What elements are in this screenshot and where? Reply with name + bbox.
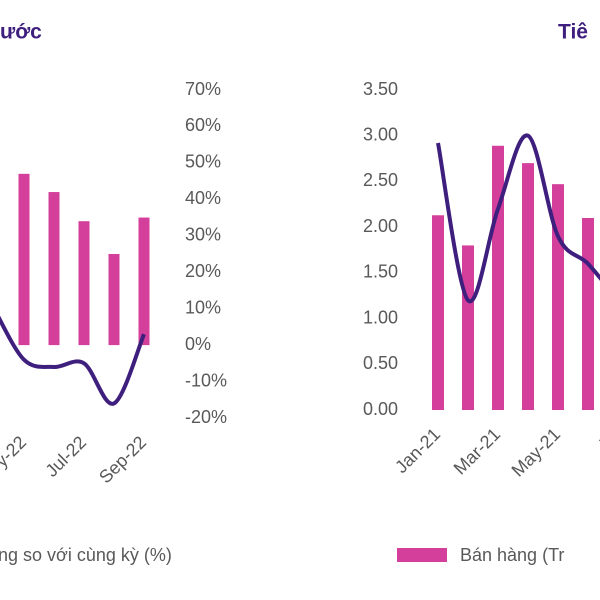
x-tick-label: Jul-22 bbox=[41, 432, 90, 481]
y-tick-label: 2.50 bbox=[363, 170, 398, 190]
bar bbox=[582, 218, 594, 410]
y-tick-label: -20% bbox=[185, 407, 227, 427]
bar bbox=[462, 245, 474, 410]
legend-swatch bbox=[397, 548, 447, 562]
y-tick-label: 3.50 bbox=[363, 79, 398, 99]
y-tick-label: 40% bbox=[185, 188, 221, 208]
y-tick-label: -10% bbox=[185, 370, 227, 390]
bar bbox=[492, 145, 504, 410]
y-tick-label: 0.50 bbox=[363, 353, 398, 373]
legend-label: Bán hàng (Tr bbox=[460, 545, 564, 565]
bar bbox=[432, 215, 444, 410]
line bbox=[0, 315, 146, 406]
y-tick-label: 60% bbox=[185, 115, 221, 135]
legend-label: ng so với cùng kỳ (%) bbox=[0, 545, 172, 565]
line bbox=[436, 133, 600, 304]
x-tick-label: Jul bbox=[594, 424, 600, 454]
x-tick-label: y-22 bbox=[0, 432, 30, 471]
x-tick-label: Sep-22 bbox=[95, 432, 150, 487]
y-tick-label: 2.00 bbox=[363, 216, 398, 236]
y-tick-label: 10% bbox=[185, 297, 221, 317]
y-tick-label: 0% bbox=[185, 334, 211, 354]
x-tick-label: May-21 bbox=[508, 424, 565, 481]
y-tick-label: 30% bbox=[185, 225, 221, 245]
y-tick-label: 1.50 bbox=[363, 262, 398, 282]
bar bbox=[48, 192, 60, 346]
bar bbox=[18, 173, 30, 346]
bar bbox=[108, 254, 120, 346]
bar bbox=[522, 163, 534, 410]
x-tick-label: Jan-21 bbox=[391, 424, 444, 477]
y-tick-label: 1.00 bbox=[363, 307, 398, 327]
chart-title: ước bbox=[0, 21, 42, 44]
y-tick-label: 0.00 bbox=[363, 399, 398, 419]
bar bbox=[138, 217, 150, 346]
y-tick-label: 50% bbox=[185, 152, 221, 172]
bar bbox=[78, 221, 90, 346]
y-tick-label: 3.00 bbox=[363, 124, 398, 144]
chart-title: Tiê bbox=[558, 21, 588, 44]
y-tick-label: 70% bbox=[185, 79, 221, 99]
x-tick-label: Mar-21 bbox=[450, 424, 504, 478]
y-tick-label: 20% bbox=[185, 261, 221, 281]
